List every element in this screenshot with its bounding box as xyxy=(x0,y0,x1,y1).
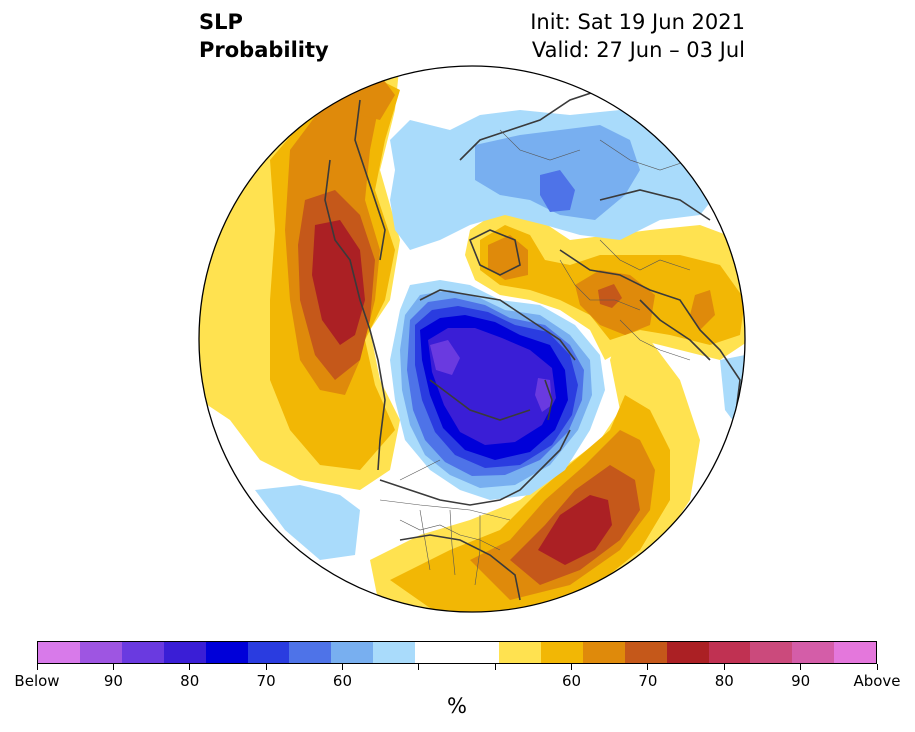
colorbar-segment xyxy=(163,642,206,663)
colorbar-tick xyxy=(723,664,725,670)
chart-title-right: Init: Sat 19 Jun 2021 Valid: 27 Jun – 03… xyxy=(530,8,745,64)
colorbar-tick xyxy=(36,664,38,670)
init-date: Init: Sat 19 Jun 2021 xyxy=(530,10,745,34)
colorbar-segment xyxy=(331,642,374,663)
colorbar-tick-label: 70 xyxy=(256,672,276,690)
colorbar-segment xyxy=(289,642,332,663)
colorbar-tick-label: 90 xyxy=(791,672,811,690)
colorbar-segment xyxy=(38,642,80,663)
coastlines xyxy=(324,89,741,601)
colorbar xyxy=(37,641,877,664)
colorbar-tick xyxy=(571,664,573,670)
colorbar-tick xyxy=(112,664,114,670)
colorbar-segment xyxy=(205,642,248,663)
colorbar-segment xyxy=(834,642,877,663)
valid-range: Valid: 27 Jun – 03 Jul xyxy=(531,38,745,62)
product-title: Probability xyxy=(199,38,329,62)
colorbar-tick xyxy=(800,664,802,670)
colorbar-tick xyxy=(265,664,267,670)
anomaly-siberia-below xyxy=(390,110,720,250)
colorbar-segment xyxy=(79,642,122,663)
colorbar-tick-label: Below xyxy=(14,672,60,690)
colorbar-tick-label: 60 xyxy=(332,672,352,690)
colorbar-segment xyxy=(666,642,709,663)
probability-field xyxy=(199,66,745,612)
colorbar-tick-label: 80 xyxy=(180,672,200,690)
anomaly-europe-above xyxy=(465,210,745,360)
colorbar-unit: % xyxy=(447,694,467,718)
colorbar-tick-label: Above xyxy=(853,672,901,690)
colorbar-tick xyxy=(418,664,420,670)
colorbar-segment xyxy=(708,642,751,663)
map-boundary xyxy=(198,65,746,613)
polar-map xyxy=(198,65,746,613)
chart-title-left: SLP Probability xyxy=(199,8,329,64)
colorbar-tick-label: 80 xyxy=(714,672,734,690)
colorbar-segment xyxy=(582,642,625,663)
colorbar-segment xyxy=(373,642,416,663)
colorbar-segment xyxy=(498,642,541,663)
colorbar-tick-label: 90 xyxy=(103,672,123,690)
anomaly-subtropical-pacific-below xyxy=(255,485,360,560)
colorbar-tick xyxy=(341,664,343,670)
colorbar-tick xyxy=(876,664,878,670)
colorbar-segment xyxy=(247,642,290,663)
colorbar-tick xyxy=(189,664,191,670)
political-borders xyxy=(379,129,691,586)
colorbar-tick-label: 70 xyxy=(638,672,658,690)
colorbar-segment xyxy=(415,642,458,663)
variable-title: SLP xyxy=(199,10,243,34)
colorbar-tick xyxy=(647,664,649,670)
colorbar-segment xyxy=(624,642,667,663)
colorbar-segment xyxy=(792,642,835,663)
colorbar-tick-label: 60 xyxy=(561,672,582,690)
colorbar-tick xyxy=(494,664,496,670)
colorbar-segment xyxy=(121,642,164,663)
colorbar-segment xyxy=(540,642,583,663)
colorbar-segment xyxy=(750,642,793,663)
colorbar-segment xyxy=(457,642,499,663)
